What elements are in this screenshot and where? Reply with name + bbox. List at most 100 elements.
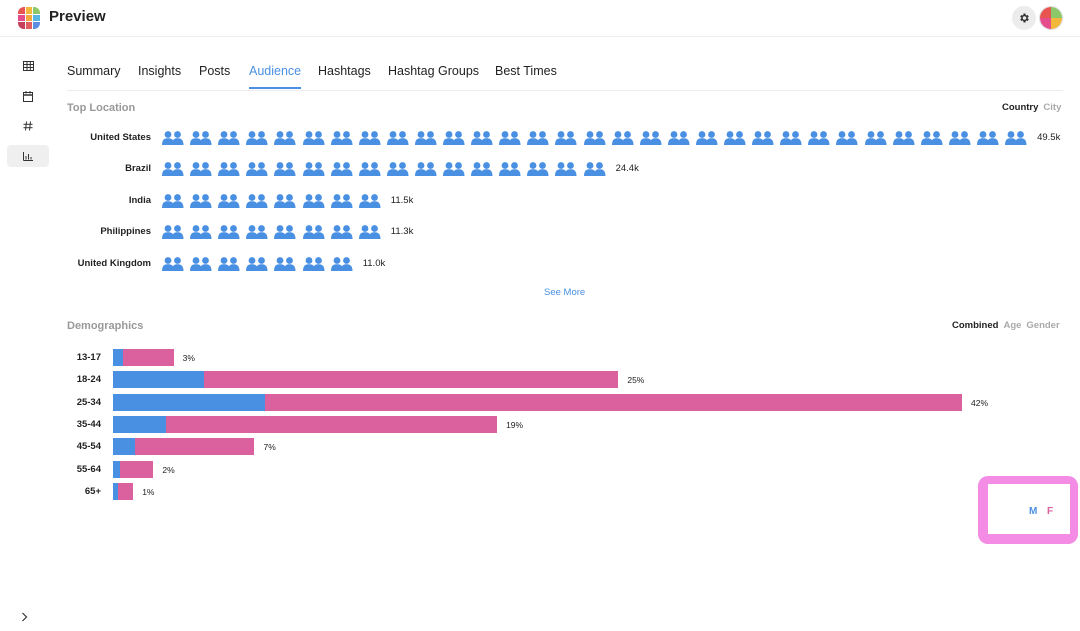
tab-insights[interactable]: Insights	[138, 64, 182, 78]
people-icon	[190, 193, 212, 209]
sidebar-item-grid[interactable]	[7, 55, 49, 77]
location-row: India 11.5k	[67, 191, 1067, 211]
tab-posts[interactable]: Posts	[199, 64, 231, 78]
bar-male	[113, 416, 166, 433]
top-bar: Preview	[0, 0, 1080, 37]
bar-female	[165, 416, 498, 433]
see-more-link[interactable]: See More	[544, 287, 586, 298]
location-name: United Kingdom	[77, 258, 151, 269]
chevron-right-icon	[21, 612, 27, 622]
toggle-age[interactable]: Age	[1003, 320, 1022, 331]
people-icon	[162, 193, 184, 209]
age-label: 55-64	[76, 464, 101, 475]
gear-icon	[1020, 13, 1029, 23]
people-icon	[920, 130, 943, 146]
people-icon	[302, 193, 325, 209]
sidebar-item-hashtags[interactable]	[7, 115, 49, 137]
age-label: 25-34	[76, 397, 101, 408]
people-icon	[499, 161, 521, 177]
people-icon	[752, 130, 774, 146]
hashtag-icon	[23, 121, 33, 131]
people-icon	[246, 256, 268, 272]
bar-value-label: 19%	[506, 420, 524, 430]
toggle-combined[interactable]: Combined	[952, 320, 999, 331]
people-icon	[527, 161, 549, 177]
people-icon	[274, 256, 296, 272]
people-icon	[302, 130, 325, 146]
tab-best-times[interactable]: Best Times	[495, 64, 557, 78]
people-icon	[358, 130, 381, 146]
people-icon	[443, 161, 465, 177]
bar-male	[113, 438, 136, 455]
grid-icon	[22, 61, 34, 71]
people-icon	[976, 130, 999, 146]
tab-bar: Summary Insights Posts Audience Hashtags…	[67, 54, 1063, 91]
people-icon	[724, 130, 746, 146]
people-icon	[302, 224, 325, 240]
avatar[interactable]	[1039, 6, 1063, 30]
people-icon	[864, 130, 887, 146]
bar-value-label: 2%	[162, 465, 175, 475]
people-icon	[555, 161, 577, 177]
people-icon	[555, 130, 577, 146]
app-logo	[18, 7, 40, 29]
tab-summary[interactable]: Summary	[67, 64, 121, 78]
location-row: United Kingdom 11.0k	[67, 254, 1067, 274]
people-icon	[274, 224, 296, 240]
people-icon	[218, 193, 240, 209]
bar-value-label: 7%	[263, 442, 276, 452]
people-icon	[162, 130, 184, 146]
toggle-city[interactable]: City	[1043, 102, 1062, 113]
people-icon	[302, 161, 325, 177]
location-name: India	[128, 195, 151, 206]
location-row: United States 49.5k	[67, 128, 1067, 148]
calendar-icon	[23, 90, 33, 102]
age-label: 45-54	[76, 441, 101, 452]
people-icon	[386, 161, 409, 177]
people-icon	[218, 256, 240, 272]
sidebar-item-analytics[interactable]	[7, 145, 49, 167]
people-icon	[330, 256, 353, 272]
bar-male	[113, 371, 204, 388]
sidebar-item-calendar[interactable]	[7, 85, 49, 107]
top-location-title: Top Location	[67, 102, 136, 114]
bar-female	[120, 461, 154, 478]
people-icon	[190, 256, 212, 272]
bar-value-label: 42%	[971, 398, 989, 408]
location-name: Brazil	[125, 163, 151, 174]
people-icon	[358, 161, 381, 177]
people-icon	[162, 256, 184, 272]
bar-chart-icon	[23, 151, 33, 161]
demographics-row: 25-34 42%	[67, 394, 1067, 411]
age-label: 35-44	[76, 419, 101, 430]
people-icon	[218, 161, 240, 177]
tab-hashtags[interactable]: Hashtags	[318, 64, 371, 78]
people-icon	[274, 193, 296, 209]
location-toggle: Country City	[1002, 102, 1061, 113]
people-icon	[246, 161, 268, 177]
legend-male: M	[1029, 506, 1038, 517]
tab-hashtag-groups[interactable]: Hashtag Groups	[388, 64, 480, 78]
demographics-row: 45-54 7%	[67, 438, 1067, 455]
location-value: 24.4k	[615, 163, 639, 174]
people-icon	[274, 161, 296, 177]
people-icon	[330, 130, 353, 146]
toggle-country[interactable]: Country	[1002, 102, 1039, 113]
people-icon	[274, 130, 296, 146]
people-icon	[330, 193, 353, 209]
bar-female	[264, 394, 962, 411]
tab-audience[interactable]: Audience	[249, 64, 302, 89]
toggle-gender[interactable]: Gender	[1026, 320, 1060, 331]
people-icon	[358, 224, 381, 240]
people-icon	[695, 130, 718, 146]
settings-button[interactable]	[1012, 6, 1036, 30]
people-icon	[499, 130, 521, 146]
people-icon	[1005, 130, 1027, 146]
bar-male	[113, 483, 119, 500]
people-icon	[190, 224, 212, 240]
demographics-title: Demographics	[67, 320, 144, 332]
people-icon	[218, 224, 240, 240]
demographics-row: 13-17 3%	[67, 349, 1067, 366]
collapse-sidebar-button[interactable]	[17, 610, 31, 624]
people-icon	[639, 130, 662, 146]
